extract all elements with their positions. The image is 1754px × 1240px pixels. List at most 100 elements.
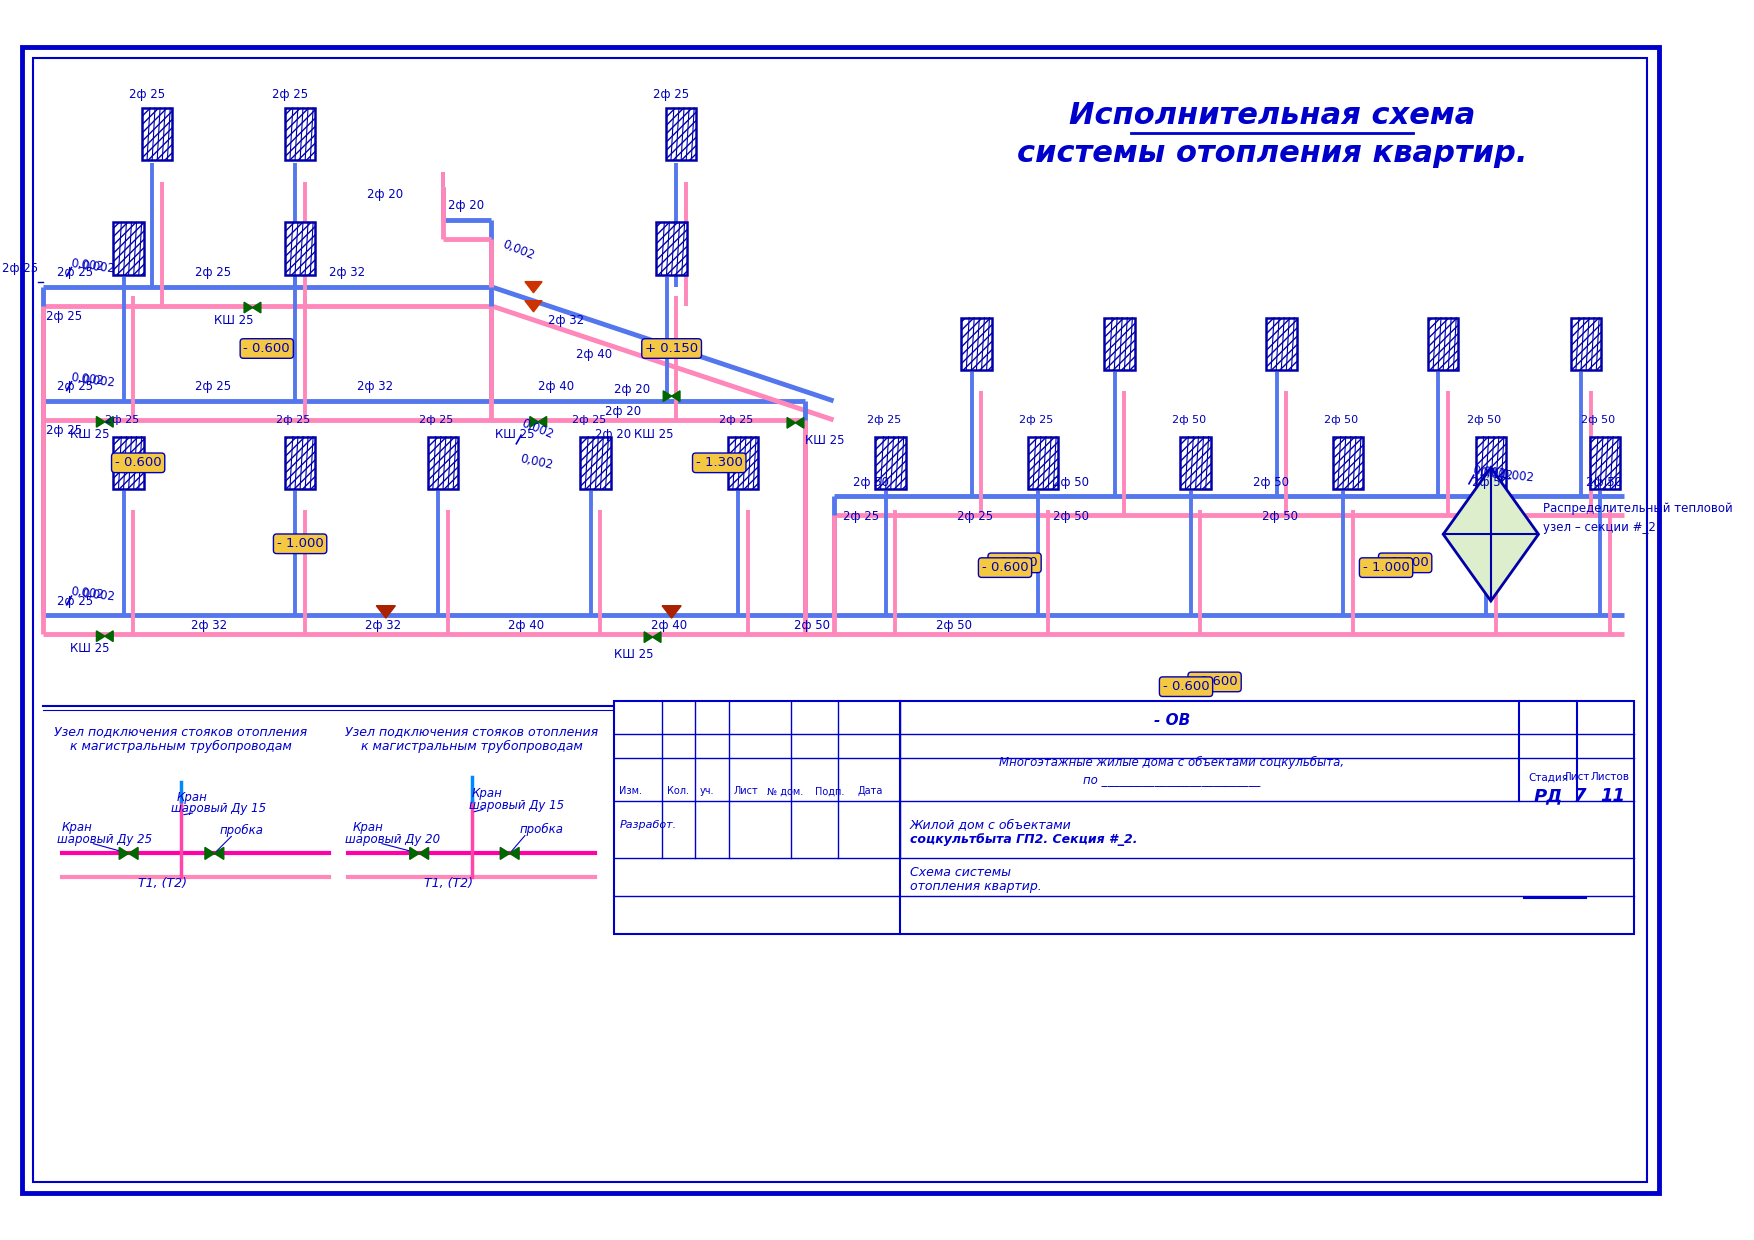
Text: КШ 25: КШ 25 — [70, 642, 109, 655]
Polygon shape — [524, 300, 542, 311]
Text: Разработ.: Разработ. — [619, 820, 677, 830]
Bar — [667, 108, 696, 160]
Text: Исполнительная схема: Исполнительная схема — [1068, 100, 1475, 130]
Polygon shape — [119, 847, 128, 859]
Text: уч.: уч. — [700, 786, 714, 796]
Text: 2ф 50: 2ф 50 — [1172, 414, 1205, 425]
Bar — [114, 222, 144, 275]
Text: Узел подключения стояков отопления: Узел подключения стояков отопления — [54, 725, 307, 738]
Text: - ОВ: - ОВ — [1154, 713, 1189, 728]
Polygon shape — [510, 847, 519, 859]
Text: пробка: пробка — [519, 823, 563, 837]
Bar — [1180, 436, 1210, 489]
Bar — [1589, 436, 1621, 489]
Text: Стадия: Стадия — [1528, 773, 1568, 782]
Text: Кран: Кран — [61, 821, 93, 835]
Bar — [284, 222, 316, 275]
Text: 2ф 50: 2ф 50 — [1052, 476, 1089, 489]
Text: 2ф 25: 2ф 25 — [195, 265, 232, 279]
Text: 2ф 25: 2ф 25 — [46, 310, 82, 322]
Text: 2ф 25: 2ф 25 — [844, 510, 879, 523]
Polygon shape — [652, 632, 661, 642]
Text: + 0.150: + 0.150 — [645, 342, 698, 355]
Text: КШ 25: КШ 25 — [633, 428, 674, 441]
Text: 2ф 50: 2ф 50 — [1582, 414, 1615, 425]
Bar — [728, 436, 758, 489]
Text: шаровый Ду 15: шаровый Ду 15 — [468, 799, 563, 812]
Bar — [1475, 436, 1507, 489]
Text: 2ф 25: 2ф 25 — [58, 381, 93, 393]
Text: 2ф 20: 2ф 20 — [614, 383, 651, 396]
Text: - 1.000: - 1.000 — [1382, 557, 1428, 569]
Text: Узел подключения стояков отопления: Узел подключения стояков отопления — [346, 725, 598, 738]
Text: - 0.600: - 0.600 — [991, 557, 1038, 569]
Text: 0,002: 0,002 — [70, 585, 103, 601]
Bar — [1028, 436, 1058, 489]
Bar — [614, 701, 1633, 935]
Polygon shape — [105, 631, 114, 641]
Bar — [428, 436, 458, 489]
Text: 2ф 25: 2ф 25 — [195, 381, 232, 393]
Text: по ___________________________: по ___________________________ — [1084, 773, 1261, 786]
Text: - 0.600: - 0.600 — [114, 456, 161, 469]
Polygon shape — [524, 281, 542, 293]
Polygon shape — [205, 847, 214, 859]
Polygon shape — [538, 417, 547, 428]
Text: 2ф 25: 2ф 25 — [46, 424, 82, 436]
Text: 0,002: 0,002 — [81, 588, 116, 604]
Text: Кран: Кран — [472, 787, 502, 800]
Polygon shape — [377, 605, 395, 618]
Polygon shape — [105, 417, 114, 428]
Polygon shape — [410, 847, 419, 859]
Text: 2ф 50: 2ф 50 — [937, 620, 972, 632]
Text: T1, (T2): T1, (T2) — [139, 877, 188, 890]
Bar — [1103, 317, 1135, 370]
Text: соцкультбыта ГП2. Секция #_2.: соцкультбыта ГП2. Секция #_2. — [910, 832, 1137, 846]
Text: 2ф 25: 2ф 25 — [105, 414, 139, 425]
Text: Кол.: Кол. — [667, 786, 689, 796]
Text: 2ф 25: 2ф 25 — [58, 265, 93, 279]
Text: 2ф 32: 2ф 32 — [191, 620, 226, 632]
Text: № дом.: № дом. — [766, 786, 803, 796]
Text: Жилой дом с объектами: Жилой дом с объектами — [910, 818, 1072, 831]
Text: к магистральным трубопроводам: к магистральным трубопроводам — [361, 740, 582, 753]
Text: 2ф 50: 2ф 50 — [1472, 476, 1508, 489]
Polygon shape — [672, 391, 681, 402]
Text: РД: РД — [1533, 787, 1563, 805]
Text: 2ф 50: 2ф 50 — [1252, 476, 1289, 489]
Text: Распределительный тепловой: Распределительный тепловой — [1544, 502, 1733, 515]
Polygon shape — [96, 631, 105, 641]
Text: 2ф 50: 2ф 50 — [852, 476, 889, 489]
Text: 2ф 25: 2ф 25 — [277, 414, 310, 425]
Bar — [284, 436, 316, 489]
Text: 0,002: 0,002 — [519, 417, 554, 441]
Text: - 1.000: - 1.000 — [1363, 562, 1410, 574]
Text: 2ф 50: 2ф 50 — [793, 620, 830, 632]
Text: 0,002: 0,002 — [81, 259, 116, 275]
Bar — [581, 436, 610, 489]
Text: 2ф 32: 2ф 32 — [358, 381, 393, 393]
Polygon shape — [530, 417, 538, 428]
Text: 0,002: 0,002 — [1472, 465, 1507, 481]
Polygon shape — [661, 605, 681, 618]
Bar — [656, 222, 688, 275]
Text: пробка: пробка — [219, 825, 263, 837]
Text: 2ф 50: 2ф 50 — [1263, 510, 1298, 523]
Polygon shape — [796, 418, 803, 428]
Text: Многоэтажные жилые дома с объектами соцкульбыта,: Многоэтажные жилые дома с объектами соцк… — [1000, 756, 1344, 770]
Text: - 0.600: - 0.600 — [244, 342, 289, 355]
Text: Изм.: Изм. — [619, 786, 642, 796]
Text: 0,002: 0,002 — [1479, 466, 1514, 482]
Text: 2ф 25: 2ф 25 — [419, 414, 454, 425]
Text: 2ф 50: 2ф 50 — [1586, 476, 1622, 489]
Text: 0,002: 0,002 — [1500, 469, 1535, 485]
Bar — [114, 436, 144, 489]
Polygon shape — [214, 847, 225, 859]
Text: 2ф 40: 2ф 40 — [538, 381, 574, 393]
Text: 2ф 32: 2ф 32 — [365, 620, 402, 632]
Bar — [961, 317, 991, 370]
Text: 2ф 25: 2ф 25 — [958, 510, 993, 523]
Bar — [284, 108, 316, 160]
Text: 0,002: 0,002 — [70, 371, 103, 388]
Bar — [875, 436, 907, 489]
